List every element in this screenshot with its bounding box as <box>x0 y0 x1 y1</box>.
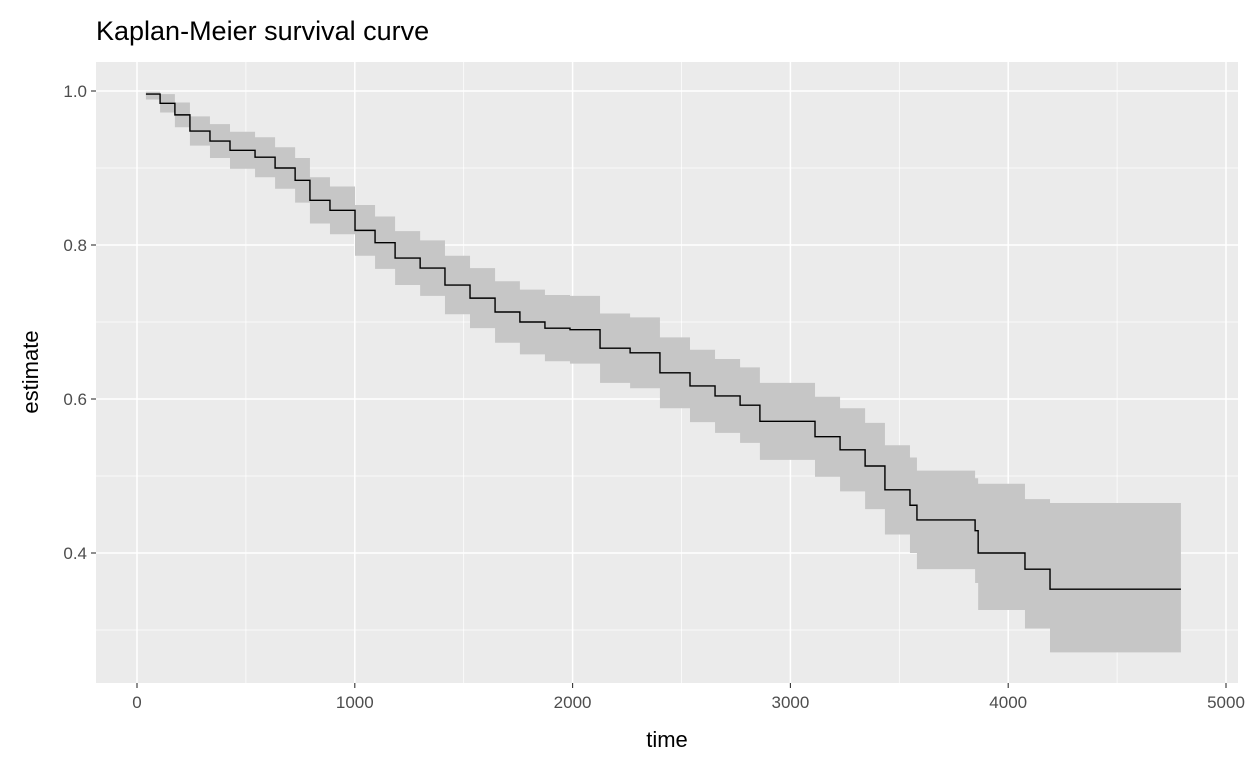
y-tick-label: 0.4 <box>63 544 87 563</box>
x-tick-label: 0 <box>132 693 141 712</box>
y-tick-label: 1.0 <box>63 82 87 101</box>
x-axis-title: time <box>646 727 688 752</box>
y-tick-label: 0.8 <box>63 236 87 255</box>
chart-title: Kaplan-Meier survival curve <box>96 16 429 46</box>
x-tick-label: 2000 <box>554 693 592 712</box>
axes: 0 1000 2000 3000 4000 5000 0.4 0.6 0.8 1.0 <box>63 82 1245 712</box>
x-tick-label: 1000 <box>336 693 374 712</box>
y-tick-label: 0.6 <box>63 390 87 409</box>
x-tick-label: 3000 <box>771 693 809 712</box>
survival-curve <box>145 93 1181 590</box>
x-tick-label: 5000 <box>1207 693 1245 712</box>
y-axis-title: estimate <box>18 330 43 413</box>
confidence-band <box>145 91 1181 653</box>
x-tick-label: 4000 <box>989 693 1027 712</box>
